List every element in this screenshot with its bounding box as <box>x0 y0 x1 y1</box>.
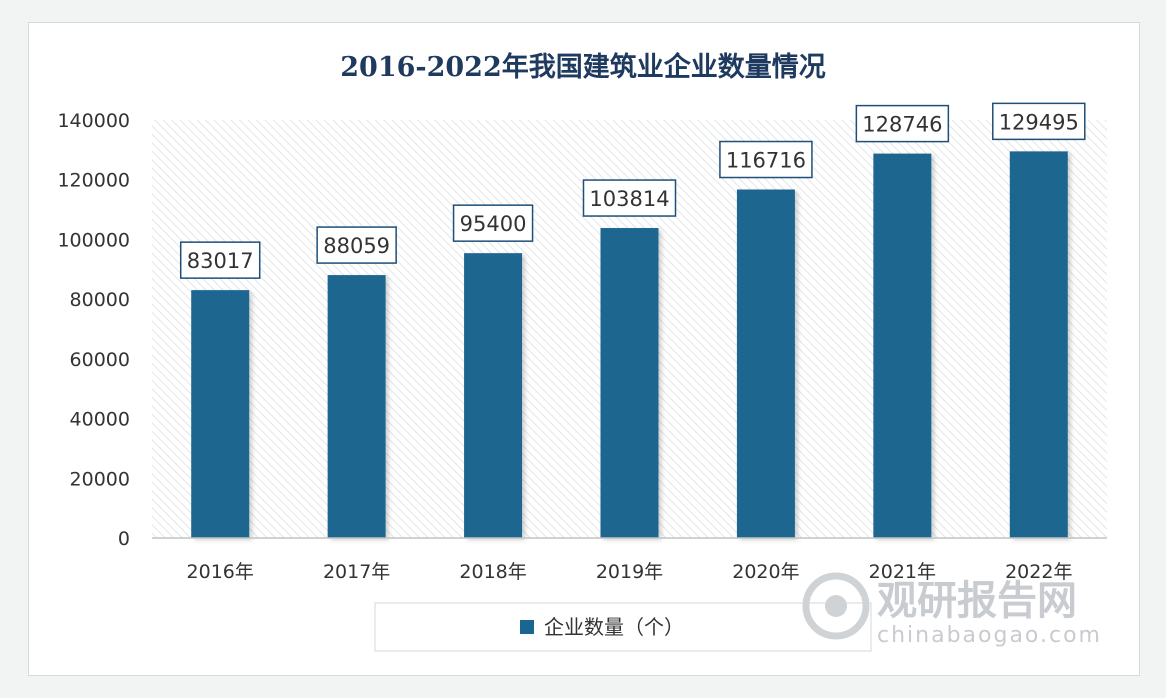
y-tick-label: 20000 <box>70 468 130 490</box>
data-label: 88059 <box>323 234 390 258</box>
x-tick-label: 2021年 <box>869 561 936 583</box>
x-tick-label: 2016年 <box>187 561 254 583</box>
x-tick-label: 2017年 <box>323 561 390 583</box>
watermark-en: chinabaogao.com <box>877 623 1102 648</box>
bar <box>1009 151 1068 538</box>
data-labels: 83017 88059 95400 103814 116716 128746 129495 <box>179 102 1086 279</box>
bar <box>736 189 795 538</box>
watermark-logo-icon <box>802 572 870 640</box>
data-label-box <box>316 226 397 264</box>
bars <box>191 151 1068 539</box>
y-axis: 0 20000 40000 60000 80000 100000 120000 140000 <box>57 110 130 550</box>
data-label-box <box>992 102 1086 141</box>
bar <box>464 253 523 539</box>
y-tick-label: 100000 <box>57 229 130 251</box>
y-tick-label: 140000 <box>57 110 130 132</box>
data-label-box <box>179 241 261 279</box>
data-label: 129495 <box>999 110 1079 134</box>
bar <box>327 275 386 538</box>
bar <box>873 153 932 538</box>
y-tick-label: 60000 <box>70 349 130 371</box>
x-axis: 2016年 2017年 2018年 2019年 2020年 2021年 2022年 <box>187 561 1073 583</box>
chart-title: 2016-2022年我国建筑业企业数量情况 <box>340 51 826 83</box>
data-label: 128746 <box>862 113 942 137</box>
x-tick-label: 2018年 <box>459 561 526 583</box>
data-label: 116716 <box>726 149 806 173</box>
legend-swatch <box>520 620 534 634</box>
x-tick-label: 2022年 <box>1005 561 1072 583</box>
y-tick-label: 40000 <box>70 409 130 431</box>
data-label-box <box>582 179 677 217</box>
watermark: 观研报告网 chinabaogao.com <box>802 572 1102 648</box>
bar <box>191 290 250 538</box>
x-tick-label: 2020年 <box>732 561 799 583</box>
legend-label: 企业数量（个） <box>544 615 684 639</box>
watermark-cn: 观研报告网 <box>877 578 1077 624</box>
y-tick-label: 80000 <box>70 289 130 311</box>
x-tick-label: 2019年 <box>596 561 663 583</box>
legend: 企业数量（个） <box>374 602 872 652</box>
data-label-box <box>855 104 950 143</box>
bar <box>600 228 659 538</box>
data-label-box <box>719 140 813 179</box>
data-label-box <box>452 204 534 242</box>
y-tick-label: 0 <box>118 528 130 550</box>
legend-box <box>374 602 872 652</box>
data-label: 83017 <box>187 249 254 273</box>
y-tick-label: 120000 <box>57 170 130 192</box>
data-label: 103814 <box>589 187 669 211</box>
data-label: 95400 <box>460 212 527 236</box>
